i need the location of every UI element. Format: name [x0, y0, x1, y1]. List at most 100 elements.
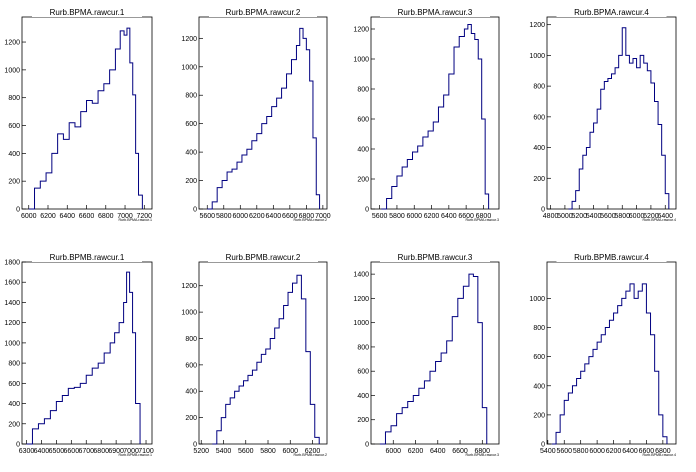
y-tick-label: 1000: [529, 296, 545, 303]
plot-frame: [370, 261, 500, 445]
y-tick-label: 1200: [4, 320, 20, 327]
y-tick-label: 400: [8, 401, 20, 408]
histogram-panel: Rurb.BPMB.rawcur.2 0 200 400 600 800 1000 1200 5…: [181, 253, 328, 457]
y-tick-label: 1400: [4, 300, 20, 307]
x-tick-label: 6600: [452, 448, 468, 455]
y-tick-label: 1200: [353, 27, 369, 34]
y-tick-label: 1000: [4, 340, 20, 347]
plot-frame: [198, 261, 328, 445]
x-axis-label: Rurb.BPMA.rawcur.4: [642, 218, 676, 222]
x-tick-label: 5800: [614, 213, 630, 220]
x-tick-label: 6800: [299, 213, 315, 220]
x-tick-label: 6400: [657, 213, 673, 220]
y-tick-label: 1000: [181, 64, 197, 71]
x-tick-label: 6000: [406, 213, 422, 220]
y-tick-label: 800: [357, 87, 369, 94]
y-tick-label: 200: [357, 417, 369, 424]
x-tick-label: 5000: [557, 213, 573, 220]
y-tick-label: 1000: [181, 310, 197, 317]
histogram-panel: Rurb.BPMB.rawcur.1 0 200 400 600 800 1000 1200 1…: [4, 253, 154, 457]
chart-title: Rurb.BPMB.rawcur.3: [398, 253, 473, 262]
histogram-series: [568, 27, 670, 210]
histogram-panel: Rurb.BPMA.rawcur.2 0 200 400 600 800 1000 1200 5…: [181, 8, 331, 222]
histogram-series: [26, 271, 141, 445]
y-tick-label: 1200: [181, 36, 197, 43]
x-tick-label: 6200: [424, 213, 440, 220]
x-tick-label: 7000: [117, 213, 133, 220]
x-tick-label: 6400: [266, 213, 282, 220]
y-tick-label: 0: [365, 207, 369, 214]
y-tick-label: 0: [16, 442, 20, 449]
x-axis-label: Rurb.BPMB.rawcur.1: [118, 453, 152, 457]
x-tick-label: 5800: [389, 213, 405, 220]
y-tick-label: 400: [185, 150, 197, 157]
x-tick-label: 6800: [655, 448, 671, 455]
y-tick-label: 400: [533, 383, 545, 390]
histogram-series: [207, 27, 321, 210]
histogram-series: [381, 24, 490, 210]
y-tick-label: 0: [193, 442, 197, 449]
plot-frame: [21, 16, 153, 210]
x-tick-label: 7000: [123, 448, 139, 455]
x-tick-label: 6000: [21, 213, 37, 220]
chart-title: Rurb.BPMB.rawcur.4: [574, 253, 649, 262]
chart-title: Rurb.BPMA.rawcur.3: [398, 8, 473, 17]
y-tick-label: 400: [185, 389, 197, 396]
plot-frame: [198, 16, 328, 210]
y-tick-label: 400: [357, 147, 369, 154]
y-tick-label: 800: [8, 361, 20, 368]
y-tick-label: 0: [193, 207, 197, 214]
x-tick-label: 4800: [543, 213, 559, 220]
y-tick-label: 1200: [4, 40, 20, 47]
title-box: [208, 253, 318, 262]
histogram-panel: Rurb.BPMA.rawcur.4 0 200 400 600 800 1000 1200 4…: [529, 8, 677, 222]
x-tick-label: 6600: [458, 213, 474, 220]
x-tick-label: 6400: [622, 448, 638, 455]
y-tick-label: 1200: [181, 283, 197, 290]
title-box: [556, 253, 667, 262]
y-tick-label: 200: [8, 179, 20, 186]
x-tick-label: 5600: [372, 213, 388, 220]
x-tick-label: 5600: [556, 448, 572, 455]
plot-frame: [546, 16, 677, 210]
y-tick-label: 600: [8, 381, 20, 388]
x-tick-label: 6200: [40, 213, 56, 220]
x-tick-label: 5800: [573, 448, 589, 455]
chart-title: Rurb.BPMB.rawcur.1: [50, 253, 125, 262]
x-tick-label: 6200: [249, 213, 265, 220]
y-tick-label: 200: [533, 176, 545, 183]
histogram-series: [28, 27, 143, 210]
y-tick-label: 1000: [4, 67, 20, 74]
x-tick-label: 5400: [216, 448, 232, 455]
x-tick-label: 6200: [643, 213, 659, 220]
y-tick-label: 600: [357, 117, 369, 124]
x-tick-label: 6000: [385, 448, 401, 455]
histogram-panel: Rurb.BPMA.rawcur.1 0 200 400 600 800 1000 1200 6…: [4, 8, 153, 222]
y-tick-label: 400: [357, 393, 369, 400]
x-tick-label: 6600: [282, 213, 298, 220]
histogram-panel: Rurb.BPMA.rawcur.3 0 200 400 600 800 1000 1200 5…: [353, 8, 500, 222]
x-tick-label: 6000: [282, 448, 298, 455]
title-box: [556, 8, 667, 17]
y-tick-label: 800: [8, 95, 20, 102]
histogram-panel: Rurb.BPMB.rawcur.3 0 200 400 600 800 1000 1200 1…: [353, 253, 500, 457]
x-tick-label: 5600: [199, 213, 215, 220]
x-tick-label: 6400: [441, 213, 457, 220]
plot-frame: [370, 16, 500, 210]
x-tick-label: 6600: [79, 213, 95, 220]
y-tick-label: 800: [185, 93, 197, 100]
y-tick-label: 200: [185, 415, 197, 422]
y-tick-label: 400: [533, 145, 545, 152]
x-tick-label: 6800: [476, 213, 492, 220]
y-tick-label: 1000: [353, 320, 369, 327]
x-tick-label: 5800: [260, 448, 276, 455]
x-tick-label: 6200: [606, 448, 622, 455]
x-tick-label: 6400: [59, 213, 75, 220]
x-axis-label: Rurb.BPMA.rawcur.3: [465, 218, 499, 222]
x-tick-label: 6200: [408, 448, 424, 455]
y-tick-label: 600: [8, 123, 20, 130]
y-tick-label: 800: [533, 325, 545, 332]
title-box: [209, 8, 317, 17]
